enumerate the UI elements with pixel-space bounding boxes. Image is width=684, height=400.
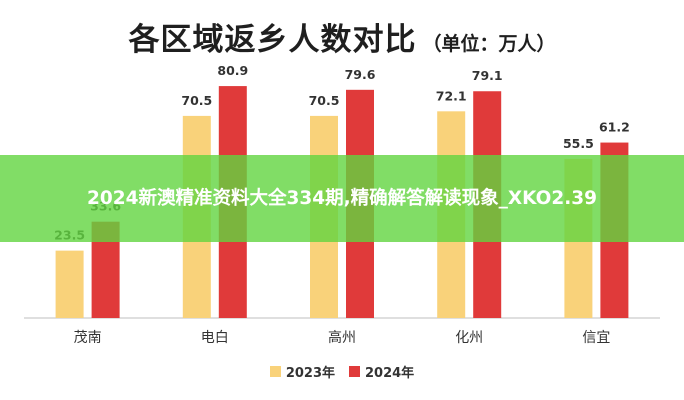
chart-unit-label: （单位：万人） [422,33,556,55]
x-tick-label-化州: 化州 [455,330,483,346]
x-tick-label-高州: 高州 [328,329,356,346]
data-label-2024年-信宜: 61.2 [599,120,630,135]
legend-swatch-2023 [269,366,281,377]
chart-title: 各区域返乡人数对比 [128,22,417,58]
data-label-2023年-信宜: 55.5 [563,136,594,151]
legend-label-2023: 2023年 [285,366,335,381]
x-tick-label-信宜: 信宜 [582,330,610,346]
bar-2023年-茂南 [55,250,84,318]
legend-item-2024: 2024年 [349,362,414,381]
overlay-banner[interactable]: 2024新澳精准资料大全334期,精确解答解读现象_XKO2.39 [0,155,684,242]
legend-item-2023: 2023年 [269,362,335,381]
legend-label-2024: 2024年 [365,366,415,381]
x-tick-label-茂南: 茂南 [74,329,102,346]
data-label-2024年-高州: 79.6 [345,67,376,82]
data-label-2024年-电白: 80.9 [217,63,248,78]
legend-swatch-2024 [349,366,360,377]
data-label-2023年-化州: 72.1 [436,88,467,103]
chart-legend: 2023年 2024年 [0,362,684,381]
banner-text: 2024新澳精准资料大全334期,精确解答解读现象_XKO2.39 [86,187,598,209]
data-label-2024年-化州: 79.1 [472,68,503,83]
chart-title-block: 各区域返乡人数对比 （单位：万人） [0,14,684,59]
data-label-2023年-高州: 70.5 [309,93,340,108]
data-label-2023年-电白: 70.5 [181,93,212,108]
x-tick-label-电白: 电白 [201,330,229,346]
